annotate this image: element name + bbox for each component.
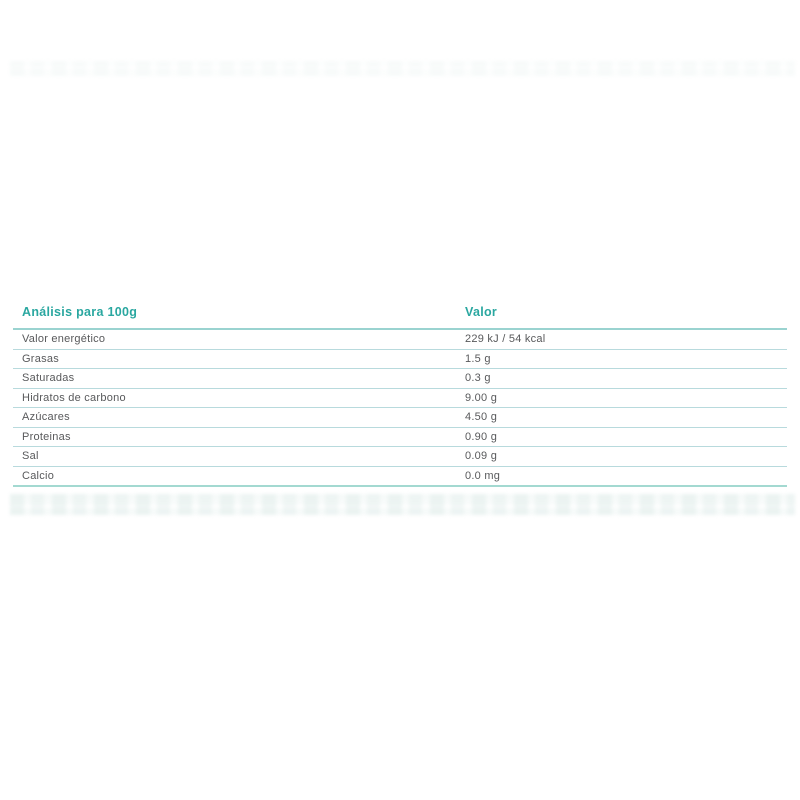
row-value: 4.50 g [465,411,498,424]
row-label: Valor energético [22,333,106,346]
value-column-header: Valor [465,305,498,319]
row-label: Proteinas [22,430,71,443]
row-value: 9.00 g [465,391,498,404]
row-label: Sal [22,450,39,463]
table-row: Hidratos de carbono 9.00 g [13,389,787,408]
table-header-row: Análisis para 100g Valor [13,305,787,330]
table-row: Sal 0.09 g [13,447,787,467]
row-label: Grasas [22,352,59,365]
row-label: Saturadas [22,372,75,385]
row-label: Azúcares [22,411,70,424]
row-value: 1.5 g [465,352,491,365]
table-row: Proteinas 0.90 g [13,428,787,447]
nutrition-table: Análisis para 100g Valor Valor energétic… [13,305,787,487]
row-value: 229 kJ / 54 kcal [465,333,546,346]
table-row: Calcio 0.0 mg [13,467,787,487]
table-row: Grasas 1.5 g [13,350,787,369]
faint-watermark-band-bottom [10,494,795,515]
row-value: 0.3 g [465,372,491,385]
row-label: Calcio [22,469,55,482]
row-value: 0.90 g [465,430,498,443]
row-value: 0.0 mg [465,469,501,482]
row-value: 0.09 g [465,450,498,463]
table-row: Valor energético 229 kJ / 54 kcal [13,330,787,350]
faint-watermark-band-top [10,61,795,76]
table-row: Azúcares 4.50 g [13,408,787,428]
row-label: Hidratos de carbono [22,391,126,404]
analysis-column-header: Análisis para 100g [22,305,138,319]
table-row: Saturadas 0.3 g [13,369,787,389]
